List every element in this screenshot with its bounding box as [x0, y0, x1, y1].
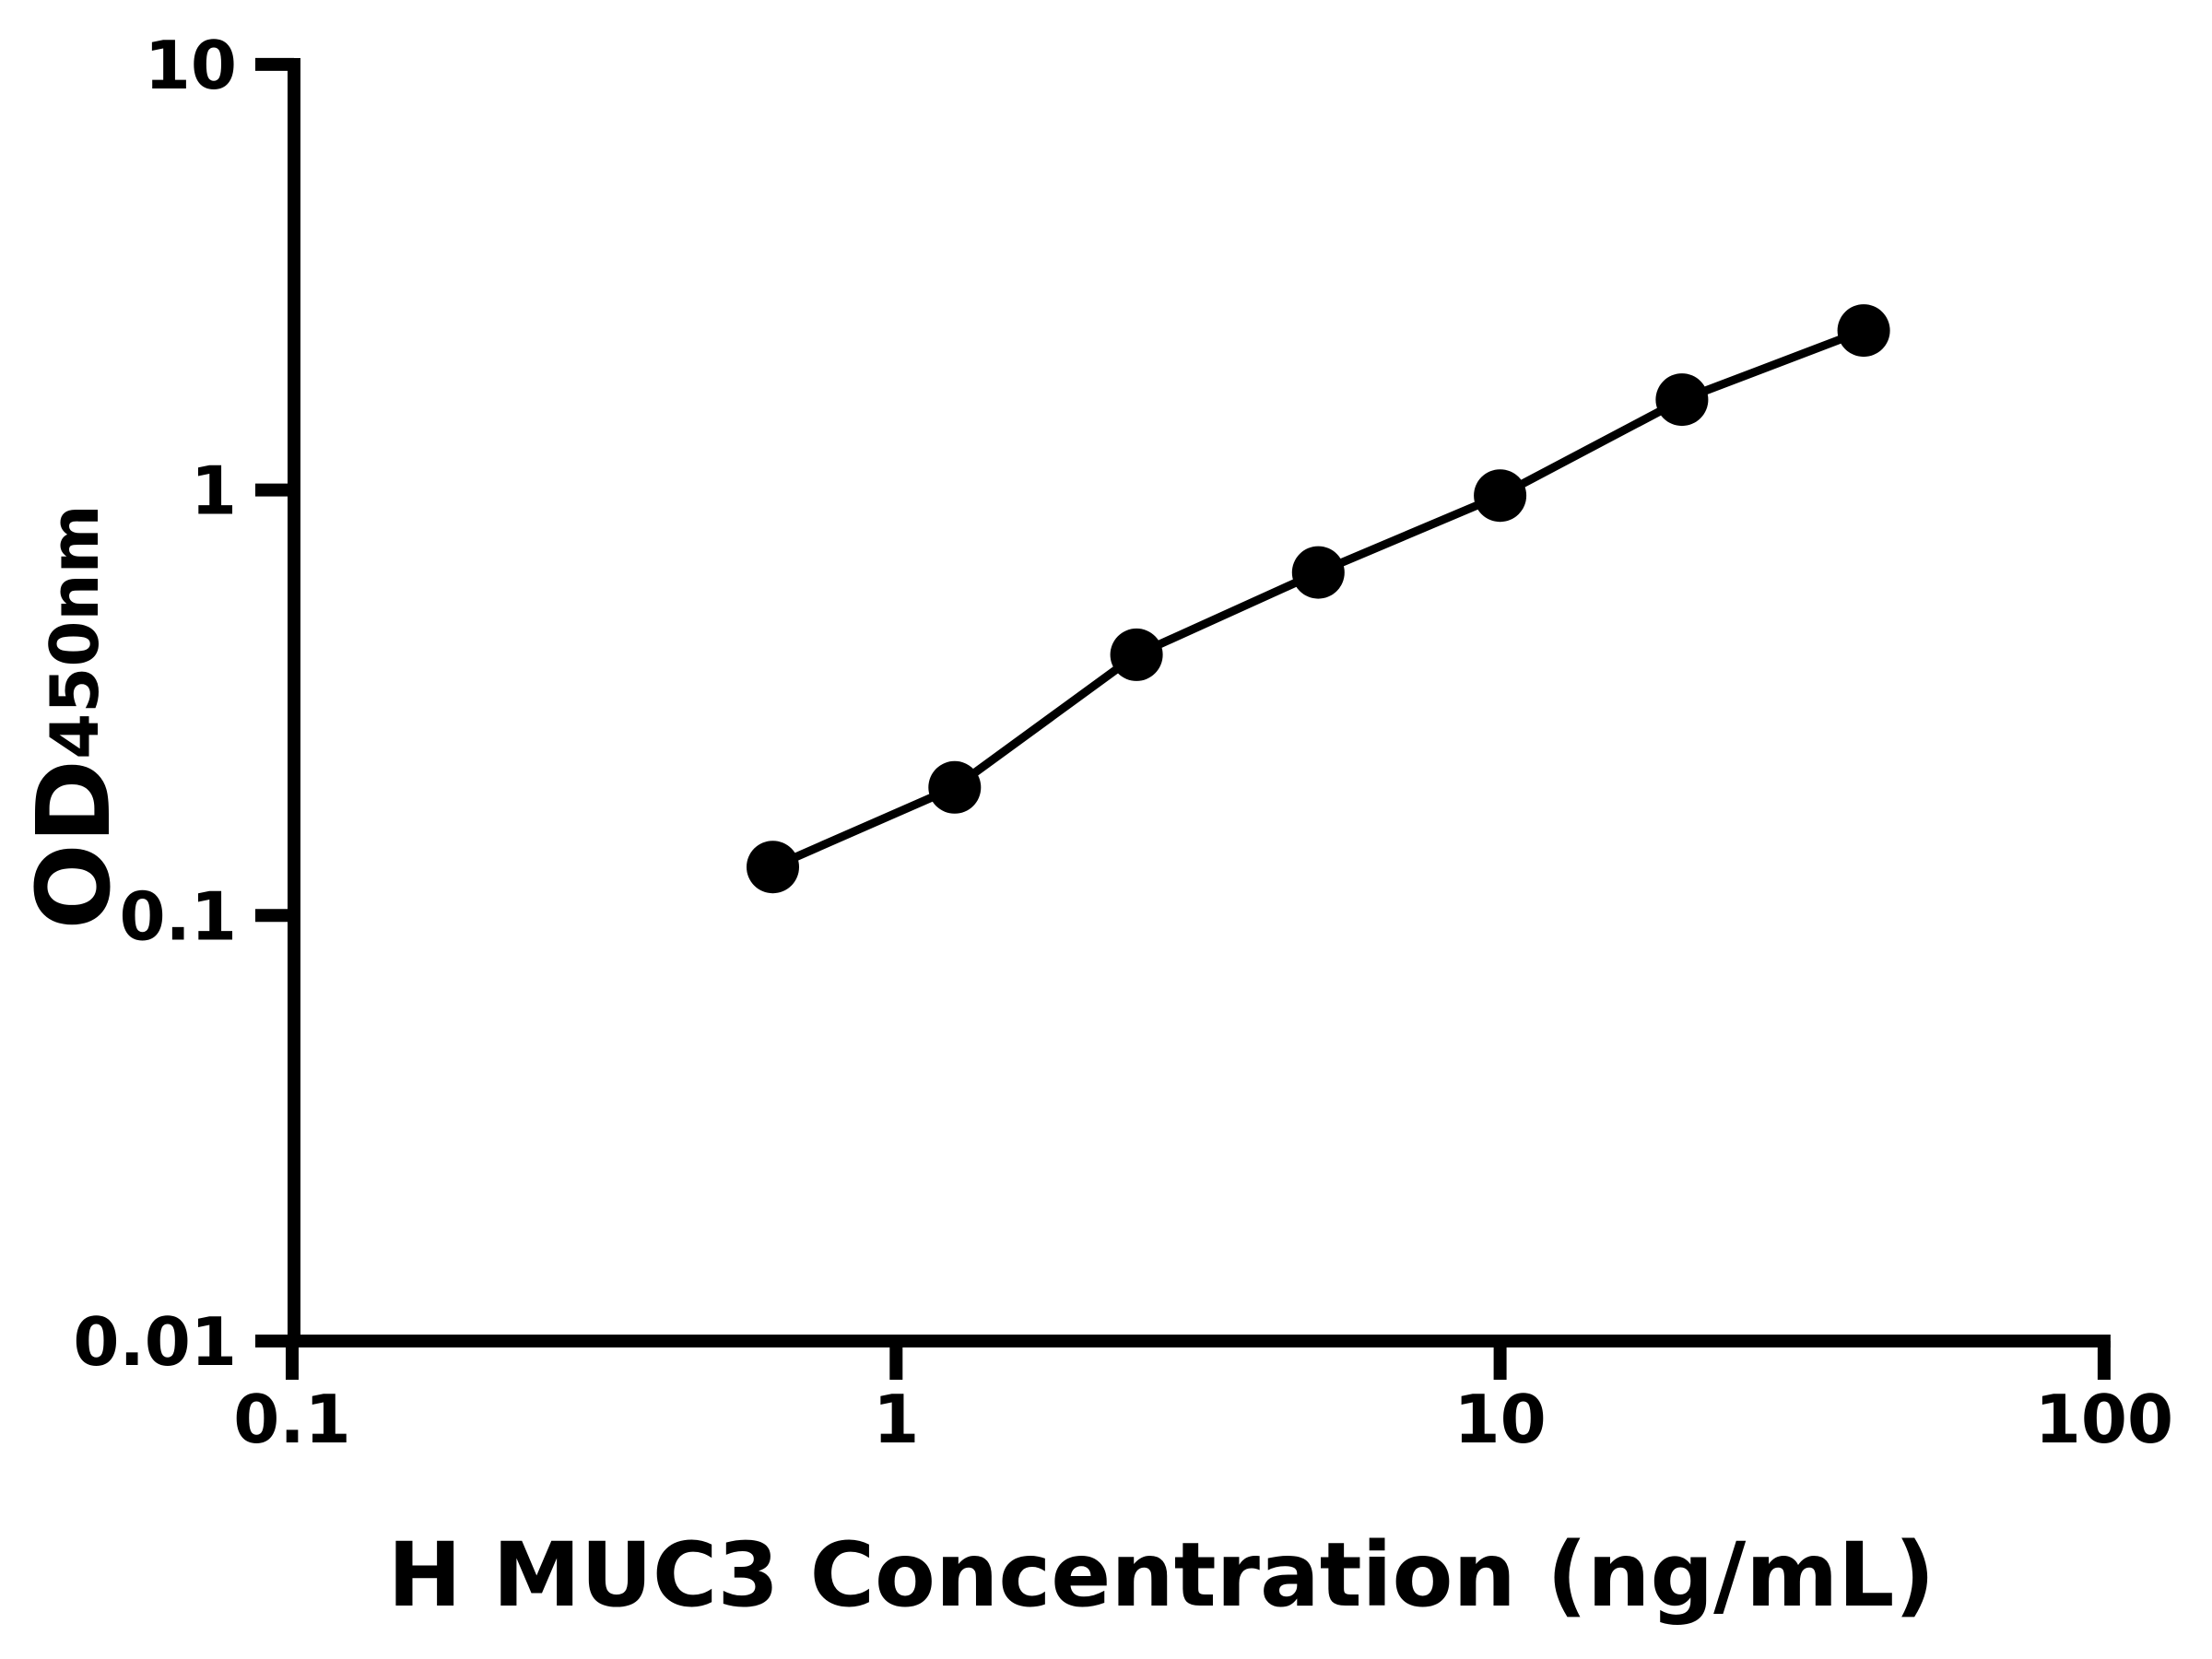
data-point-40ngml [1837, 304, 1890, 358]
y-tick-label-1: 1 [191, 453, 237, 530]
data-point-2.5ngml [1110, 628, 1163, 681]
x-tick-label-10: 10 [1453, 1381, 1546, 1458]
data-point-10ngml [1474, 469, 1527, 523]
x-axis-title: H MUC3 Concentration (ng/mL) [388, 1524, 1936, 1627]
axis-ticks [255, 57, 2111, 1380]
y-axis-title-sub: 450nm [36, 504, 113, 759]
x-tick-label-100: 100 [2035, 1381, 2173, 1458]
y-axis-title-main: OD [15, 759, 133, 930]
data-point-1.25ngml [928, 760, 982, 814]
data-point-5ngml [1291, 546, 1345, 599]
axis-titles: H MUC3 Concentration (ng/mL) OD450nm [15, 504, 1935, 1627]
y-tick-label-0.1: 0.1 [119, 877, 237, 955]
data-series [747, 304, 1890, 894]
x-tick-label-1: 1 [873, 1381, 919, 1458]
y-tick-label-10: 10 [145, 27, 237, 104]
y-axis-title: OD450nm [15, 504, 133, 929]
data-point-20ngml [1655, 373, 1709, 427]
axes [288, 58, 2111, 1347]
y-tick-label-0.01: 0.01 [73, 1303, 237, 1381]
data-point-0.625ngml [747, 841, 799, 894]
x-tick-label-0.1: 0.1 [233, 1381, 351, 1458]
